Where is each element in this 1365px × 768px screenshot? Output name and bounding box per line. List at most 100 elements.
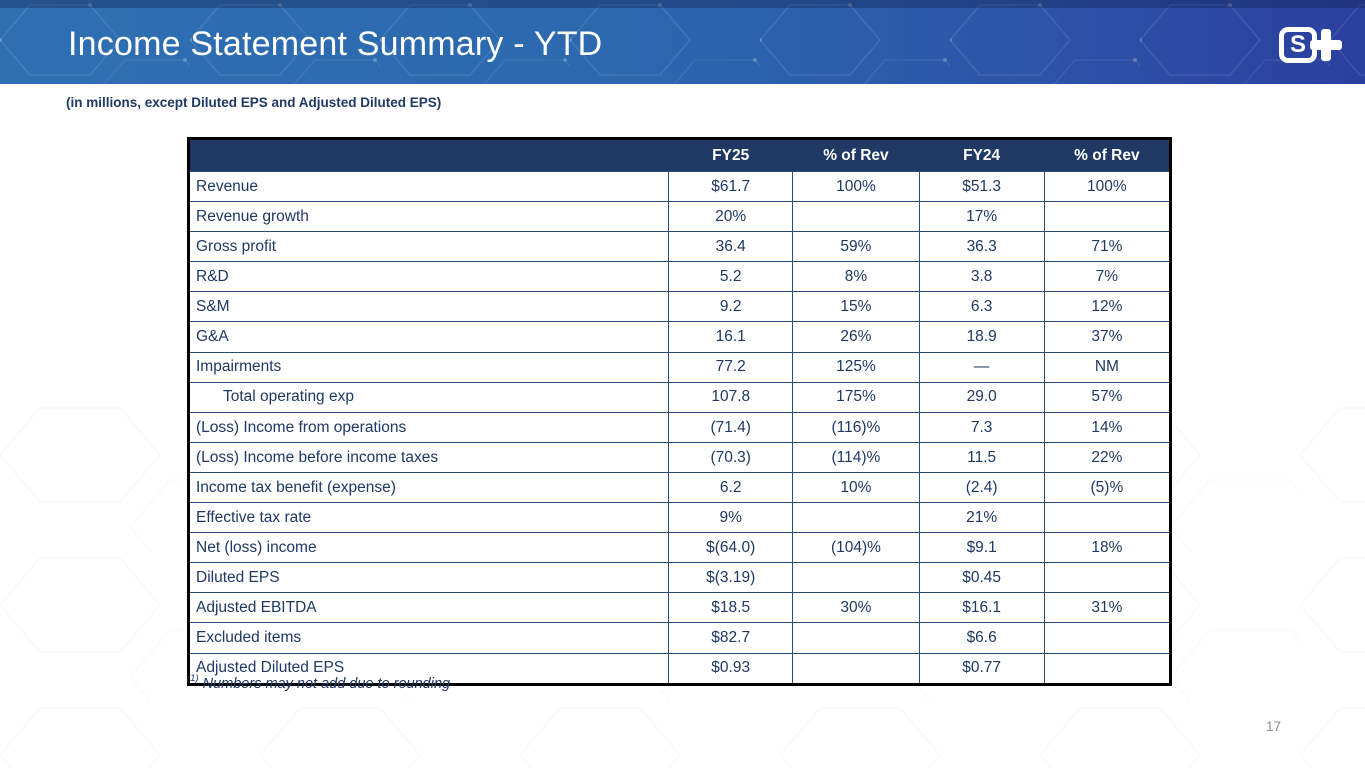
cell-pct-of-rev-fy25: 26% <box>792 322 918 352</box>
table-row: (Loss) Income before income taxes (70.3)(… <box>190 441 1169 472</box>
footnote-superscript: (1) <box>187 673 199 684</box>
table-row: Income tax benefit (expense) 6.2 10% (2.4)(… <box>190 471 1169 503</box>
row-label: Diluted EPS <box>196 569 280 587</box>
cell-pct-of-rev-fy25 <box>792 503 918 533</box>
table-row: Total operating exp 107.8 175% 29.0 57% <box>190 381 1169 412</box>
header-top-strip <box>0 0 1365 8</box>
row-label: R&D <box>196 268 229 286</box>
slide-title: Income Statement Summary - YTD <box>68 25 603 63</box>
header-cell-empty <box>190 140 668 171</box>
cell-fy24: 3.8 <box>918 262 1044 292</box>
cell-fy25: 5.2 <box>668 262 792 292</box>
cell-fy24: $9.1 <box>918 533 1044 563</box>
cell-fy24: 18.9 <box>918 322 1044 352</box>
cell-fy24: $16.1 <box>918 593 1044 623</box>
cell-fy24: 36.3 <box>918 232 1044 262</box>
row-label: Effective tax rate <box>196 508 312 526</box>
cell-pct-of-rev-fy25: (114)% <box>792 442 918 472</box>
cell-pct-of-rev-fy24: 18% <box>1043 533 1169 563</box>
cell-pct-of-rev-fy25: (104)% <box>792 533 918 563</box>
cell-pct-of-rev-fy24: 100% <box>1043 172 1169 202</box>
cell-pct-of-rev-fy24 <box>1043 563 1169 593</box>
cell-pct-of-rev-fy24: 22% <box>1043 442 1169 472</box>
row-label: G&A <box>196 328 229 346</box>
cell-pct-of-rev-fy24: (5)% <box>1043 472 1169 503</box>
table-header-row: FY25% of Rev FY24% of Rev <box>190 140 1169 171</box>
cell-fy24: 6.3 <box>918 292 1044 322</box>
table-row: (Loss) Income from operations (71.4) (116)… <box>190 411 1169 442</box>
cell-fy24: $0.77 <box>918 653 1044 683</box>
row-label: Gross profit <box>196 237 277 255</box>
table-row: Impairments 77.2 125% — NM <box>190 351 1169 382</box>
cell-pct-of-rev-fy24: 31% <box>1043 593 1169 623</box>
table-row: Gross profit 36.4 59% 36.3 71% <box>190 231 1169 262</box>
cell-fy25: $0.93 <box>668 653 792 683</box>
row-label: Total operating exp <box>223 388 354 406</box>
table-body: Revenue $61.7 100% $51.3 100% Revenue growth 2… <box>190 171 1169 683</box>
cell-pct-of-rev-fy25: 30% <box>792 593 918 623</box>
cell-pct-of-rev-fy24: 12% <box>1043 292 1169 322</box>
cell-pct-of-rev-fy25: 8% <box>792 262 918 292</box>
cell-pct-of-rev-fy25: 175% <box>792 382 918 412</box>
header-band: Income Statement Summary - YTD S <box>0 0 1365 84</box>
cell-fy25: $82.7 <box>668 623 792 653</box>
cell-fy24: $6.6 <box>918 623 1044 653</box>
cell-fy24: 7.3 <box>918 412 1044 442</box>
table-row: G&A 16.1 26% 18.9 37% <box>190 321 1169 352</box>
cell-fy24: 11.5 <box>918 442 1044 472</box>
cell-pct-of-rev-fy24: NM <box>1043 352 1169 382</box>
cell-pct-of-rev-fy24 <box>1043 202 1169 232</box>
income-statement-table: FY25% of Rev FY24% of Rev Revenue $61.7 100… <box>187 137 1172 686</box>
cell-pct-of-rev-fy24 <box>1043 623 1169 653</box>
cell-pct-of-rev-fy24: 14% <box>1043 412 1169 442</box>
cell-pct-of-rev-fy25: 10% <box>792 472 918 503</box>
table-row: Revenue $61.7 100% $51.3 100% <box>190 171 1169 202</box>
cell-fy24: $51.3 <box>918 172 1044 202</box>
cell-pct-of-rev-fy25 <box>792 202 918 232</box>
row-label: Net (loss) income <box>196 538 317 556</box>
table-row: Diluted EPS $(3.19) $0.45 <box>190 562 1169 593</box>
cell-fy25: 20% <box>668 202 792 232</box>
cell-fy25: 77.2 <box>668 352 792 382</box>
cell-fy25: 107.8 <box>668 382 792 412</box>
header-cell: % of Rev <box>1043 140 1169 171</box>
cell-fy24: 29.0 <box>918 382 1044 412</box>
cell-pct-of-rev-fy25: 59% <box>792 232 918 262</box>
header-cell: FY24 <box>918 140 1044 171</box>
table-row: Revenue growth 20% 17% <box>190 201 1169 232</box>
row-label: Revenue <box>196 177 259 195</box>
cell-pct-of-rev-fy24: 37% <box>1043 322 1169 352</box>
footnote: (1) Numbers may not add due to rounding <box>187 673 450 692</box>
table-row: Adjusted Diluted EPS $0.93 $0.77 <box>190 652 1169 683</box>
cell-fy25: $61.7 <box>668 172 792 202</box>
table-row: Adjusted EBITDA $18.5 30% $16.1 31% <box>190 592 1169 623</box>
logo-letter: S <box>1289 31 1306 58</box>
cell-fy24: 21% <box>918 503 1044 533</box>
logo-plus-icon <box>1310 29 1342 61</box>
cell-fy25: 9% <box>668 503 792 533</box>
cell-fy25: $(3.19) <box>668 563 792 593</box>
cell-pct-of-rev-fy24: 57% <box>1043 382 1169 412</box>
cell-pct-of-rev-fy25: 125% <box>792 352 918 382</box>
cell-pct-of-rev-fy25 <box>792 563 918 593</box>
s-plus-logo: S <box>1279 26 1342 64</box>
table-row: S&M 9.2 15% 6.3 12% <box>190 291 1169 322</box>
row-label: Income tax benefit (expense) <box>196 478 396 496</box>
row-label: Adjusted Diluted EPS <box>196 659 345 677</box>
cell-fy25: $18.5 <box>668 593 792 623</box>
row-label: Impairments <box>196 358 282 376</box>
header-cell: % of Rev <box>792 140 918 171</box>
cell-pct-of-rev-fy24 <box>1043 653 1169 683</box>
cell-fy24: $0.45 <box>918 563 1044 593</box>
cell-pct-of-rev-fy25: (116)% <box>792 412 918 442</box>
cell-pct-of-rev-fy24 <box>1043 503 1169 533</box>
cell-fy25: $(64.0) <box>668 533 792 563</box>
cell-pct-of-rev-fy25 <box>792 623 918 653</box>
cell-fy25: (70.3) <box>668 442 792 472</box>
page-number: 17 <box>1266 719 1282 734</box>
header-cell: FY25 <box>668 140 792 171</box>
cell-fy25: 9.2 <box>668 292 792 322</box>
cell-fy25: 16.1 <box>668 322 792 352</box>
cell-fy24: — <box>918 352 1044 382</box>
table-row: Excluded items $82.7 $6.6 <box>190 622 1169 653</box>
